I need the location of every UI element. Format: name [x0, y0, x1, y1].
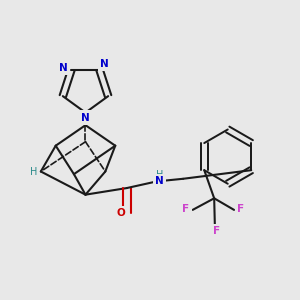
Text: N: N: [81, 112, 90, 123]
Text: F: F: [213, 226, 220, 236]
Text: N: N: [155, 176, 164, 186]
Text: F: F: [237, 204, 244, 214]
Text: N: N: [59, 63, 68, 73]
Text: O: O: [116, 208, 125, 218]
Text: F: F: [182, 204, 190, 214]
Text: H: H: [156, 170, 163, 181]
Text: N: N: [100, 58, 109, 69]
Text: H: H: [30, 167, 37, 176]
